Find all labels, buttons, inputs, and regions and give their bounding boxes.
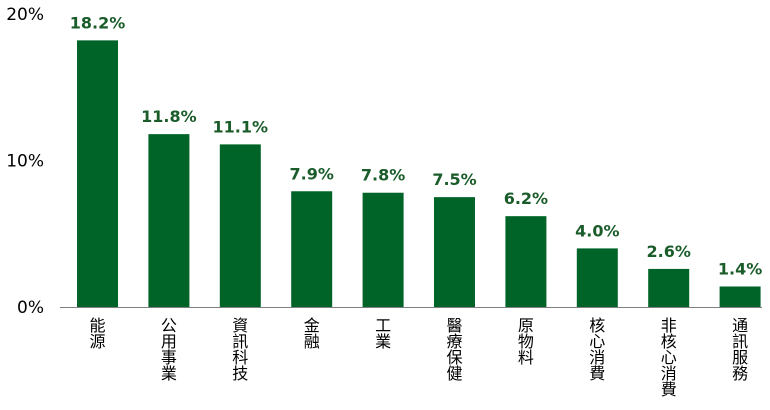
category-label: 資訊科技 <box>232 316 248 383</box>
category-label: 核心消費 <box>589 316 605 383</box>
category-label: 醫療保健 <box>446 316 462 383</box>
bar <box>291 191 333 307</box>
bar <box>648 268 690 307</box>
y-tick-label: 10% <box>6 152 44 172</box>
bar <box>362 192 404 307</box>
data-labels: 18.2% 11.8% 11.1% 7.9% 7.8% 7.5% 6.2% 4.0% 2.6% 1… <box>70 13 763 278</box>
category-label: 通訊服務 <box>732 316 748 383</box>
bar <box>77 40 118 308</box>
category-label: 能源 <box>89 316 105 351</box>
data-label: 11.1% <box>213 117 269 136</box>
category-label: 公用事業 <box>161 316 177 383</box>
data-label: 1.4% <box>718 259 762 278</box>
bar <box>148 134 190 307</box>
category-labels: 能源 公用事業 資訊科技 金融 工業 醫療保健 原物料 核心消費 非核心消費 通訊服務 <box>89 316 748 399</box>
data-label: 18.2% <box>70 13 126 32</box>
data-label: 7.9% <box>290 164 334 183</box>
data-label: 6.2% <box>504 189 548 208</box>
bar <box>219 144 261 307</box>
data-label: 11.8% <box>141 107 197 126</box>
y-tick-label: 20% <box>6 5 44 25</box>
data-label: 2.6% <box>647 242 691 261</box>
bar <box>719 286 761 307</box>
category-label: 工業 <box>375 316 391 351</box>
bar <box>505 216 547 307</box>
category-label: 非核心消費 <box>661 316 677 399</box>
y-tick-label: 0% <box>17 298 44 318</box>
bar <box>434 197 475 307</box>
category-label: 原物料 <box>518 316 534 367</box>
data-label: 7.8% <box>361 166 405 185</box>
y-axis-ticks: 0% 10% 20% <box>6 5 44 318</box>
category-label: 金融 <box>304 316 320 351</box>
bar <box>576 248 618 307</box>
data-label: 7.5% <box>432 170 476 189</box>
data-label: 4.0% <box>575 221 619 240</box>
bar-series <box>77 40 761 308</box>
